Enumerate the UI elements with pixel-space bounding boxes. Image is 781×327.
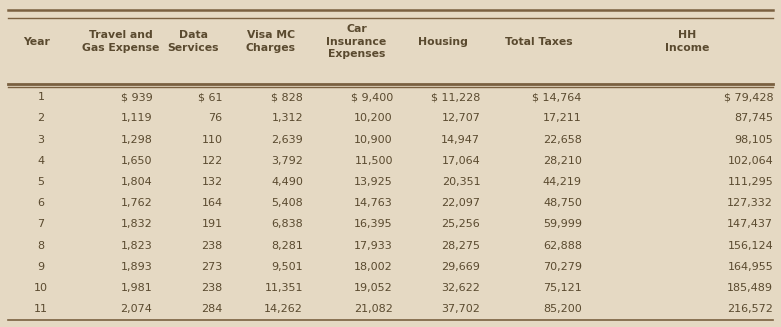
Text: 10,900: 10,900 — [355, 135, 393, 145]
Text: 59,999: 59,999 — [543, 219, 582, 230]
Text: 1,804: 1,804 — [120, 177, 152, 187]
Text: 9: 9 — [37, 262, 45, 272]
Text: $ 939: $ 939 — [120, 92, 152, 102]
Text: 98,105: 98,105 — [734, 135, 773, 145]
Text: $ 11,228: $ 11,228 — [431, 92, 480, 102]
Text: 1,762: 1,762 — [120, 198, 152, 208]
Text: 1,981: 1,981 — [120, 283, 152, 293]
Text: 29,669: 29,669 — [441, 262, 480, 272]
Text: 22,097: 22,097 — [441, 198, 480, 208]
Text: 87,745: 87,745 — [734, 113, 773, 124]
Text: Car
Insurance
Expenses: Car Insurance Expenses — [326, 24, 387, 59]
Text: 32,622: 32,622 — [441, 283, 480, 293]
Text: 1,298: 1,298 — [120, 135, 152, 145]
Text: 16,395: 16,395 — [355, 219, 393, 230]
Text: 17,933: 17,933 — [354, 241, 393, 250]
Text: Housing: Housing — [419, 37, 468, 47]
Text: 5: 5 — [37, 177, 45, 187]
Text: 8,281: 8,281 — [271, 241, 303, 250]
Text: 1,832: 1,832 — [120, 219, 152, 230]
Text: 102,064: 102,064 — [727, 156, 773, 166]
Text: 11,500: 11,500 — [355, 156, 393, 166]
Text: 19,052: 19,052 — [354, 283, 393, 293]
Text: 28,275: 28,275 — [441, 241, 480, 250]
Text: 25,256: 25,256 — [441, 219, 480, 230]
Text: 44,219: 44,219 — [543, 177, 582, 187]
Text: 1,312: 1,312 — [272, 113, 303, 124]
Text: 11,351: 11,351 — [265, 283, 303, 293]
Text: 4: 4 — [37, 156, 45, 166]
Text: 238: 238 — [201, 241, 223, 250]
Text: 2,639: 2,639 — [271, 135, 303, 145]
Text: 164,955: 164,955 — [727, 262, 773, 272]
Text: 17,064: 17,064 — [441, 156, 480, 166]
Text: Visa MC
Charges: Visa MC Charges — [245, 30, 296, 53]
Text: 1,893: 1,893 — [120, 262, 152, 272]
Text: 122: 122 — [201, 156, 223, 166]
Text: $ 828: $ 828 — [271, 92, 303, 102]
Text: 48,750: 48,750 — [543, 198, 582, 208]
Text: 9,501: 9,501 — [272, 262, 303, 272]
Text: $ 9,400: $ 9,400 — [351, 92, 393, 102]
Text: 4,490: 4,490 — [271, 177, 303, 187]
Text: 13,925: 13,925 — [354, 177, 393, 187]
Text: 6: 6 — [37, 198, 45, 208]
Text: 110: 110 — [201, 135, 223, 145]
Text: Travel and
Gas Expense: Travel and Gas Expense — [82, 30, 160, 53]
Text: Year: Year — [23, 37, 50, 47]
Text: 273: 273 — [201, 262, 223, 272]
Text: $ 79,428: $ 79,428 — [723, 92, 773, 102]
Text: 62,888: 62,888 — [543, 241, 582, 250]
Text: 14,262: 14,262 — [264, 304, 303, 314]
Text: 12,707: 12,707 — [441, 113, 480, 124]
Text: 22,658: 22,658 — [543, 135, 582, 145]
Text: $ 61: $ 61 — [198, 92, 223, 102]
Text: 14,947: 14,947 — [441, 135, 480, 145]
Text: 185,489: 185,489 — [727, 283, 773, 293]
Text: 18,002: 18,002 — [354, 262, 393, 272]
Text: 111,295: 111,295 — [727, 177, 773, 187]
Text: 85,200: 85,200 — [543, 304, 582, 314]
Text: 1,650: 1,650 — [121, 156, 152, 166]
Text: 147,437: 147,437 — [727, 219, 773, 230]
Text: 20,351: 20,351 — [442, 177, 480, 187]
Text: 1,119: 1,119 — [121, 113, 152, 124]
Text: Total Taxes: Total Taxes — [505, 37, 572, 47]
Text: 3: 3 — [37, 135, 45, 145]
Text: 8: 8 — [37, 241, 45, 250]
Text: 75,121: 75,121 — [543, 283, 582, 293]
Text: 216,572: 216,572 — [727, 304, 773, 314]
Text: 11: 11 — [34, 304, 48, 314]
Text: 127,332: 127,332 — [727, 198, 773, 208]
Text: Data
Services: Data Services — [168, 30, 219, 53]
Text: HH
Income: HH Income — [665, 30, 709, 53]
Text: 1,823: 1,823 — [120, 241, 152, 250]
Text: 10: 10 — [34, 283, 48, 293]
Text: 28,210: 28,210 — [543, 156, 582, 166]
Text: 10,200: 10,200 — [355, 113, 393, 124]
Text: 191: 191 — [201, 219, 223, 230]
Text: 7: 7 — [37, 219, 45, 230]
Text: 70,279: 70,279 — [543, 262, 582, 272]
Text: 14,763: 14,763 — [354, 198, 393, 208]
Text: 5,408: 5,408 — [271, 198, 303, 208]
Text: 2: 2 — [37, 113, 45, 124]
Text: 76: 76 — [209, 113, 223, 124]
Text: 6,838: 6,838 — [271, 219, 303, 230]
Text: 3,792: 3,792 — [271, 156, 303, 166]
Text: 238: 238 — [201, 283, 223, 293]
Text: 1: 1 — [37, 92, 45, 102]
Text: 2,074: 2,074 — [120, 304, 152, 314]
Text: 156,124: 156,124 — [727, 241, 773, 250]
Text: 17,211: 17,211 — [543, 113, 582, 124]
Text: 37,702: 37,702 — [441, 304, 480, 314]
Text: 21,082: 21,082 — [354, 304, 393, 314]
Text: 284: 284 — [201, 304, 223, 314]
Text: 164: 164 — [201, 198, 223, 208]
Text: $ 14,764: $ 14,764 — [533, 92, 582, 102]
Text: 132: 132 — [201, 177, 223, 187]
